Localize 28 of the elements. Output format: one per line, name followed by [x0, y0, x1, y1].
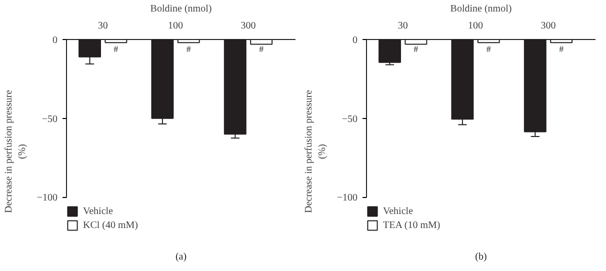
x-tick-label: 100 — [468, 20, 484, 32]
text: (a) — [175, 251, 187, 262]
x-tick-label: 300 — [540, 20, 556, 32]
x-axis-title: Boldine (nmol) — [150, 4, 212, 14]
x-tick-label: 300 — [240, 20, 256, 32]
x-tick-label: 30 — [398, 20, 408, 32]
x-axis-title: Boldine (nmol) — [450, 4, 512, 14]
y-tick-label: −50 — [42, 114, 58, 125]
legend-label: KCl (40 mM) — [83, 219, 138, 231]
y-tick-label: 0 — [352, 35, 358, 46]
annotation: # — [114, 44, 119, 54]
legend-label: Vehicle — [383, 205, 413, 217]
annotation: # — [186, 44, 192, 54]
annotation: # — [414, 44, 419, 54]
y-tick-label: −100 — [336, 192, 358, 204]
y-axis-title: Decrease in perfusion pressure (%) — [4, 89, 28, 213]
text: (b) — [475, 251, 487, 262]
x-tick-label: 30 — [98, 20, 108, 32]
y-axis-title: Decrease in perfusion pressure (%) — [304, 89, 328, 213]
y-tick-label: −100 — [36, 192, 58, 204]
x-tick-label: 100 — [168, 20, 184, 32]
legend-label: Vehicle — [83, 205, 113, 217]
annotation: # — [486, 44, 492, 54]
y-tick-label: 0 — [52, 35, 58, 46]
annotation: # — [559, 44, 564, 54]
legend-label: TEA (10 mM) — [383, 219, 440, 231]
annotation: # — [259, 44, 264, 54]
y-tick-label: −50 — [342, 114, 358, 125]
